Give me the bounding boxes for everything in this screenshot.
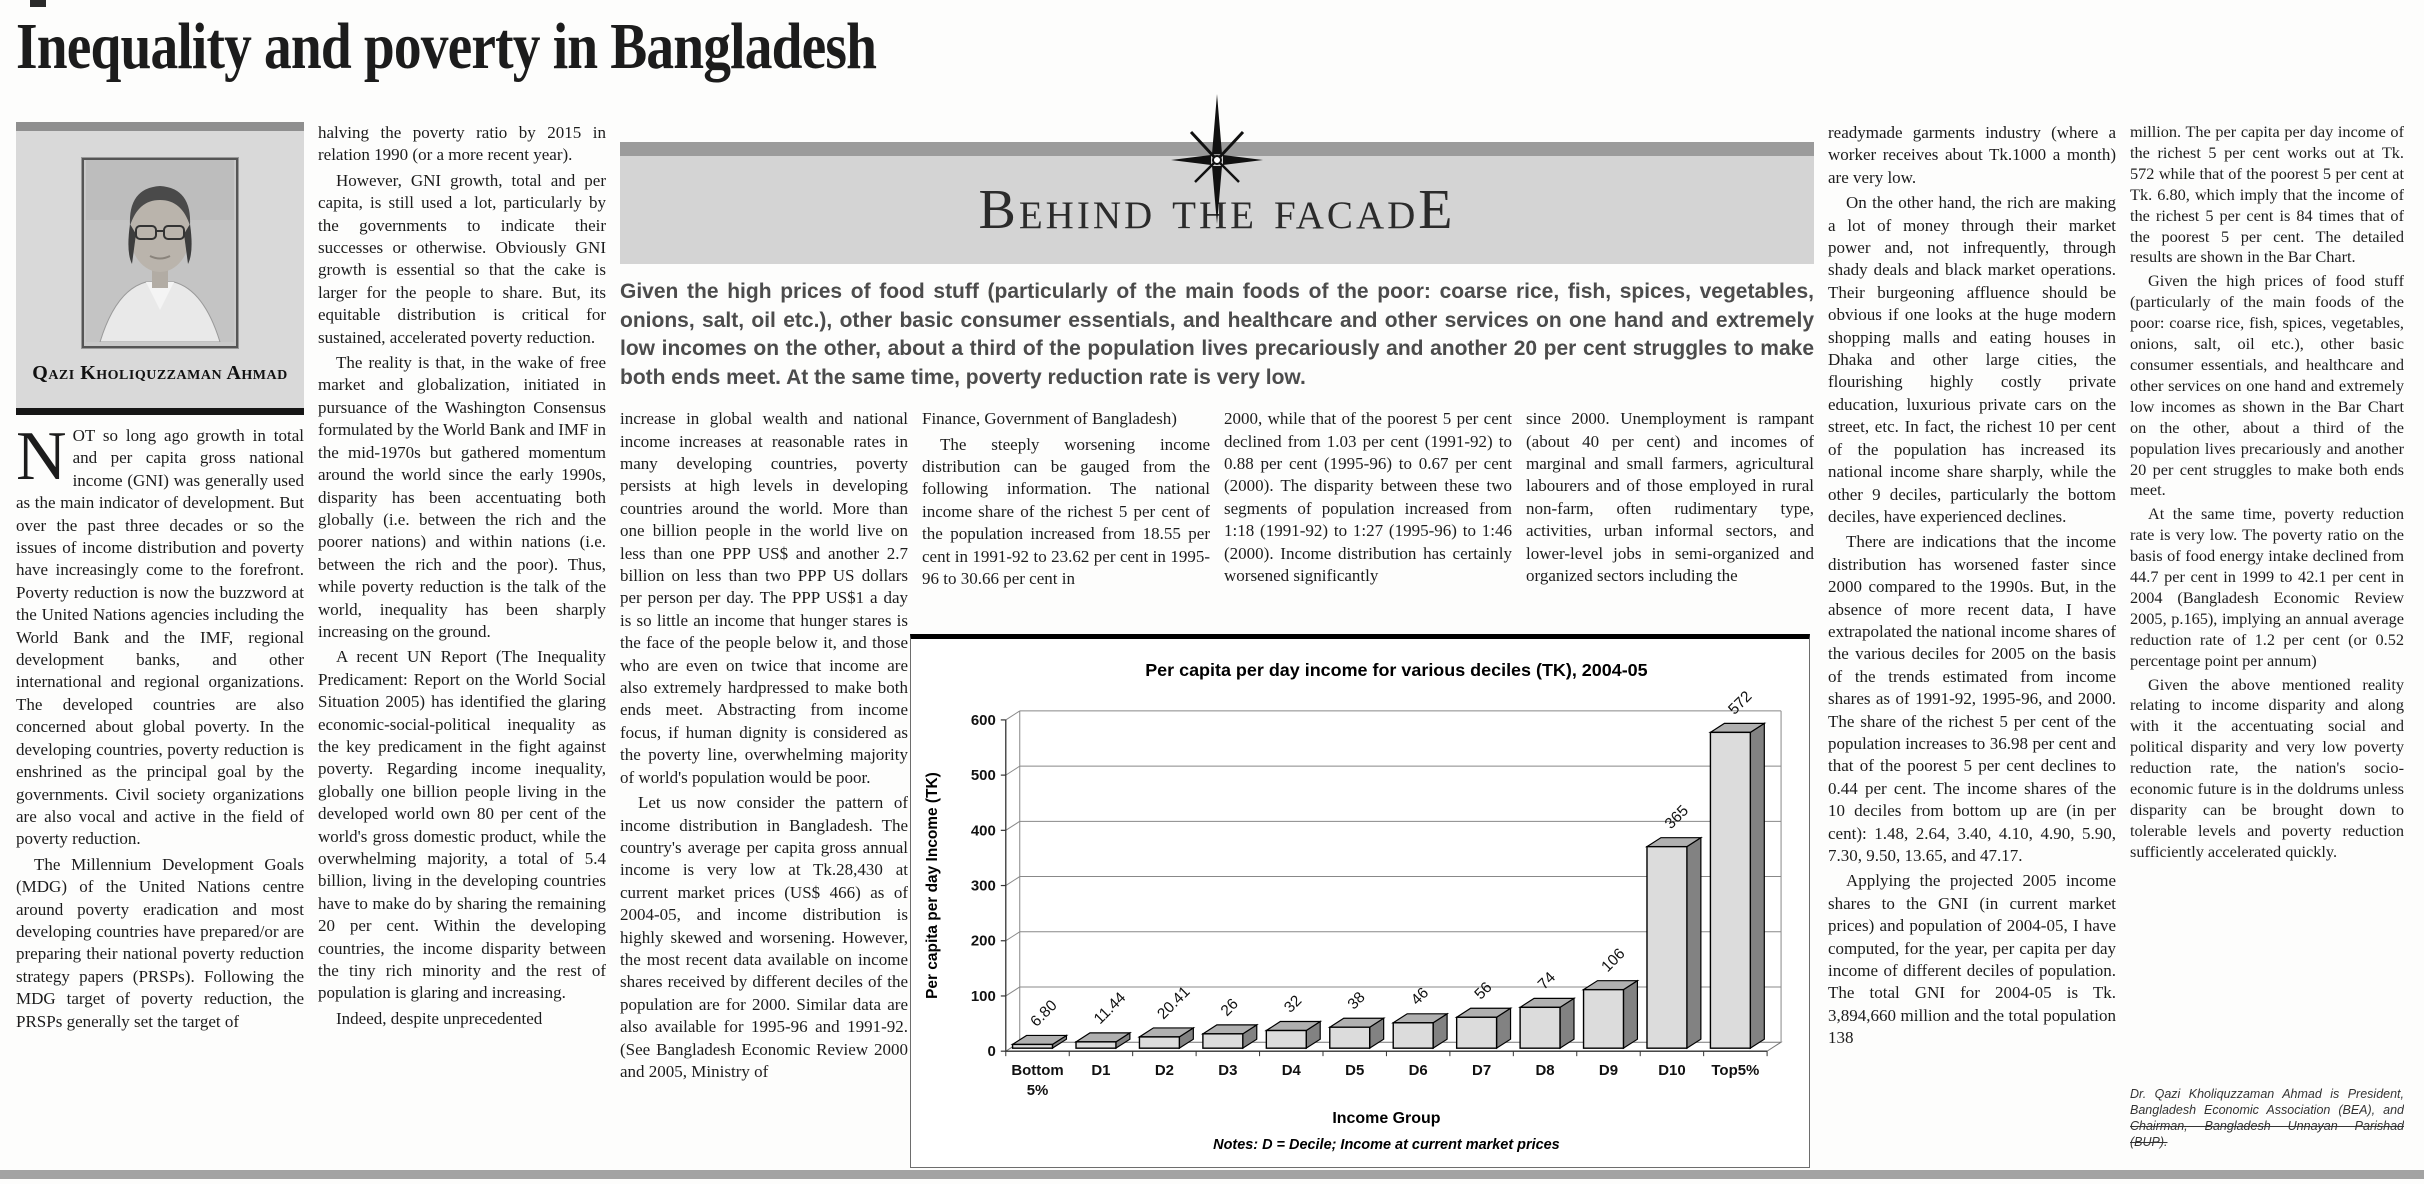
svg-text:D9: D9 xyxy=(1599,1062,1618,1079)
svg-text:D4: D4 xyxy=(1282,1062,1302,1079)
standfirst: Given the high prices of food stuff (par… xyxy=(620,280,1814,389)
svg-text:38: 38 xyxy=(1345,989,1369,1013)
svg-text:106: 106 xyxy=(1598,945,1628,975)
paragraph: N OT so long ago growth in total and per … xyxy=(16,425,304,849)
feature-block: Behind the facadE Given the high prices … xyxy=(620,94,1814,1169)
article-body: Qazi Kholiquzzaman Ahmad N OT so long ago… xyxy=(0,94,2424,1169)
column-8: million. The per capita per day income o… xyxy=(2130,122,2404,1156)
svg-text:74: 74 xyxy=(1535,969,1559,993)
svg-text:Notes: D = Decile; Income at c: Notes: D = Decile; Income at current mar… xyxy=(1213,1137,1560,1153)
svg-text:11.44: 11.44 xyxy=(1091,989,1130,1028)
svg-text:5%: 5% xyxy=(1027,1082,1049,1099)
feature-banner: Behind the facadE Given the high prices … xyxy=(620,94,1814,392)
svg-text:100: 100 xyxy=(971,988,996,1005)
svg-text:Per capita per day income for: Per capita per day income for various de… xyxy=(1145,660,1647,680)
starburst-icon xyxy=(1171,94,1263,231)
bio-line-struck: Chairman, Bangladesh Unnayan Parishad (B… xyxy=(2130,1119,2404,1149)
svg-text:D3: D3 xyxy=(1218,1062,1237,1079)
paragraph: halving the poverty ratio by 2015 in rel… xyxy=(318,123,606,165)
svg-text:300: 300 xyxy=(971,878,996,895)
svg-text:26: 26 xyxy=(1218,996,1242,1020)
paragraph: Given the above mentioned reality relati… xyxy=(2130,674,2404,861)
paragraph: The Millennium Development Goals (MDG) o… xyxy=(16,854,304,1031)
dropcap: N xyxy=(16,425,67,495)
column-7: readymade garments industry (where a wor… xyxy=(1828,122,2116,1156)
page-title: Inequality and poverty in Bangladesh xyxy=(16,10,877,83)
paragraph: The reality is that, in the wake of free… xyxy=(318,353,606,641)
column-2: halving the poverty ratio by 2015 in rel… xyxy=(318,122,606,1156)
svg-text:0: 0 xyxy=(987,1043,995,1060)
print-artifact xyxy=(30,0,46,7)
svg-text:56: 56 xyxy=(1471,979,1495,1003)
paragraph: readymade garments industry (where a wor… xyxy=(1828,123,2116,187)
article-header: Inequality and poverty in Bangladesh xyxy=(0,0,2424,122)
column-1-text: N OT so long ago growth in total and per … xyxy=(16,425,304,1151)
svg-text:500: 500 xyxy=(971,767,996,784)
paragraph: increase in global wealth and national i… xyxy=(620,409,908,787)
svg-text:Top5%: Top5% xyxy=(1711,1062,1759,1079)
paragraph: On the other hand, the rich are making a… xyxy=(1828,193,2116,526)
author-bio: Dr. Qazi Kholiquzzaman Ahmad is Presiden… xyxy=(2130,1080,2404,1150)
svg-text:365: 365 xyxy=(1662,802,1692,832)
svg-text:600: 600 xyxy=(971,712,996,729)
paragraph: A recent UN Report (The Inequality Predi… xyxy=(318,647,606,1003)
paragraph: Indeed, despite unprecedented xyxy=(336,1008,543,1028)
paragraph: million. The per capita per day income o… xyxy=(2130,122,2404,267)
svg-text:D1: D1 xyxy=(1091,1062,1110,1079)
paragraph: Applying the projected 2005 income share… xyxy=(1828,871,2116,1048)
svg-text:6.80: 6.80 xyxy=(1027,997,1060,1030)
paragraph: However, GNI growth, total and per capit… xyxy=(318,170,606,347)
svg-text:Income Group: Income Group xyxy=(1332,1110,1440,1127)
svg-text:46: 46 xyxy=(1408,985,1432,1009)
svg-text:Per capita per day Income (TK): Per capita per day Income (TK) xyxy=(924,772,941,999)
svg-text:20.41: 20.41 xyxy=(1154,984,1193,1023)
paragraph: Given the high prices of food stuff (par… xyxy=(2130,271,2404,500)
author-card: Qazi Kholiquzzaman Ahmad xyxy=(16,122,304,415)
paragraph: There are indications that the income di… xyxy=(1828,532,2116,865)
paragraph: 2000, while that of the poorest 5 per ce… xyxy=(1224,409,1512,586)
svg-text:400: 400 xyxy=(971,823,996,840)
svg-text:200: 200 xyxy=(971,933,996,950)
portrait-photo-icon xyxy=(86,160,234,343)
paragraph: At the same time, poverty reduction rate… xyxy=(2130,504,2404,670)
column-4: Finance, Government of Bangladesh) The s… xyxy=(922,408,1210,634)
column-1: Qazi Kholiquzzaman Ahmad N OT so long ago… xyxy=(16,122,304,1156)
column-6: since 2000. Unemployment is rampant (abo… xyxy=(1526,408,1814,634)
bar-chart-canvas: 0 100 200 300 400 500 600 6.80 11.44 20.41 26 32 38 4… xyxy=(924,660,1783,1153)
svg-text:D5: D5 xyxy=(1345,1062,1364,1079)
svg-text:D10: D10 xyxy=(1658,1062,1685,1079)
column-5: 2000, while that of the poorest 5 per ce… xyxy=(1224,408,1512,634)
svg-text:572: 572 xyxy=(1725,688,1755,718)
paragraph: The steeply worsening income distributio… xyxy=(922,434,1210,589)
column-3: increase in global wealth and national i… xyxy=(620,408,908,1170)
paragraph: Finance, Government of Bangladesh) xyxy=(922,409,1177,429)
page-bottom-rule xyxy=(0,1170,2424,1179)
paragraph: Let us now consider the pattern of incom… xyxy=(620,793,908,1081)
svg-text:Bottom: Bottom xyxy=(1011,1062,1063,1079)
svg-text:32: 32 xyxy=(1281,992,1305,1016)
svg-text:D6: D6 xyxy=(1409,1062,1428,1079)
author-photo xyxy=(82,158,238,348)
bio-line: Dr. Qazi Kholiquzzaman Ahmad is Presiden… xyxy=(2130,1087,2404,1117)
feature-columns: increase in global wealth and national i… xyxy=(620,408,1814,1170)
paragraph: since 2000. Unemployment is rampant (abo… xyxy=(1526,409,1814,586)
income-deciles-bar-chart: 0 100 200 300 400 500 600 6.80 11.44 20.41 26 32 38 4… xyxy=(910,634,1810,1169)
svg-text:D2: D2 xyxy=(1155,1062,1174,1079)
author-name: Qazi Kholiquzzaman Ahmad xyxy=(32,362,288,384)
column-8-text: million. The per capita per day income o… xyxy=(2130,122,2404,866)
svg-text:D8: D8 xyxy=(1535,1062,1554,1079)
svg-text:D7: D7 xyxy=(1472,1062,1491,1079)
